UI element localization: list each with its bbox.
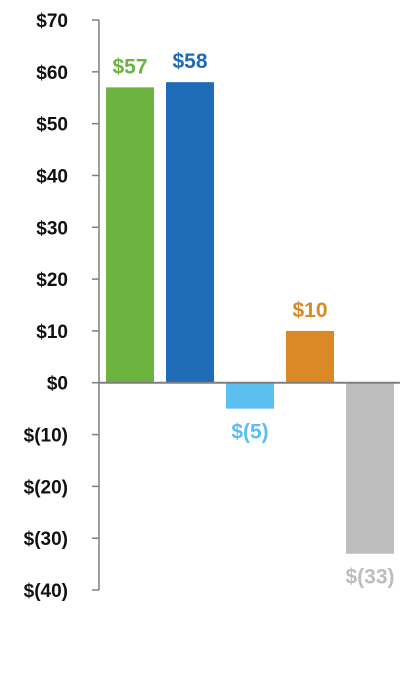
data-labels: $57 $58 $(5) $10 $(33) bbox=[112, 50, 394, 589]
y-tick-label: $0 bbox=[47, 374, 68, 395]
bar bbox=[346, 382, 394, 554]
y-tick-label: $(20) bbox=[24, 477, 68, 498]
y-tick-label: $(30) bbox=[24, 529, 68, 550]
bar-value-label: $10 bbox=[292, 299, 327, 322]
bar-value-label: $(5) bbox=[231, 421, 268, 444]
bar-series bbox=[106, 82, 394, 554]
bar bbox=[286, 330, 334, 383]
y-tick-label: $70 bbox=[36, 11, 68, 32]
y-tick-label: $10 bbox=[36, 322, 68, 343]
bar-value-label: $58 bbox=[172, 50, 207, 73]
bar bbox=[166, 82, 214, 383]
y-tick-label: $(10) bbox=[24, 426, 68, 447]
bar bbox=[226, 382, 274, 409]
y-tick-label: $40 bbox=[36, 166, 68, 187]
y-tick-label: $(40) bbox=[24, 581, 68, 602]
y-tick-label: $30 bbox=[36, 218, 68, 239]
bar-value-label: $57 bbox=[112, 55, 147, 78]
y-axis: $70 $60 $50 $40 $30 $20 $10 $0 $(10) $(20) $(30) $(… bbox=[24, 11, 100, 602]
bar bbox=[106, 87, 154, 383]
y-tick-label: $60 bbox=[36, 63, 68, 84]
bar-value-label: $(33) bbox=[345, 566, 394, 589]
y-tick-label: $50 bbox=[36, 115, 68, 136]
y-tick-label: $20 bbox=[36, 270, 68, 291]
